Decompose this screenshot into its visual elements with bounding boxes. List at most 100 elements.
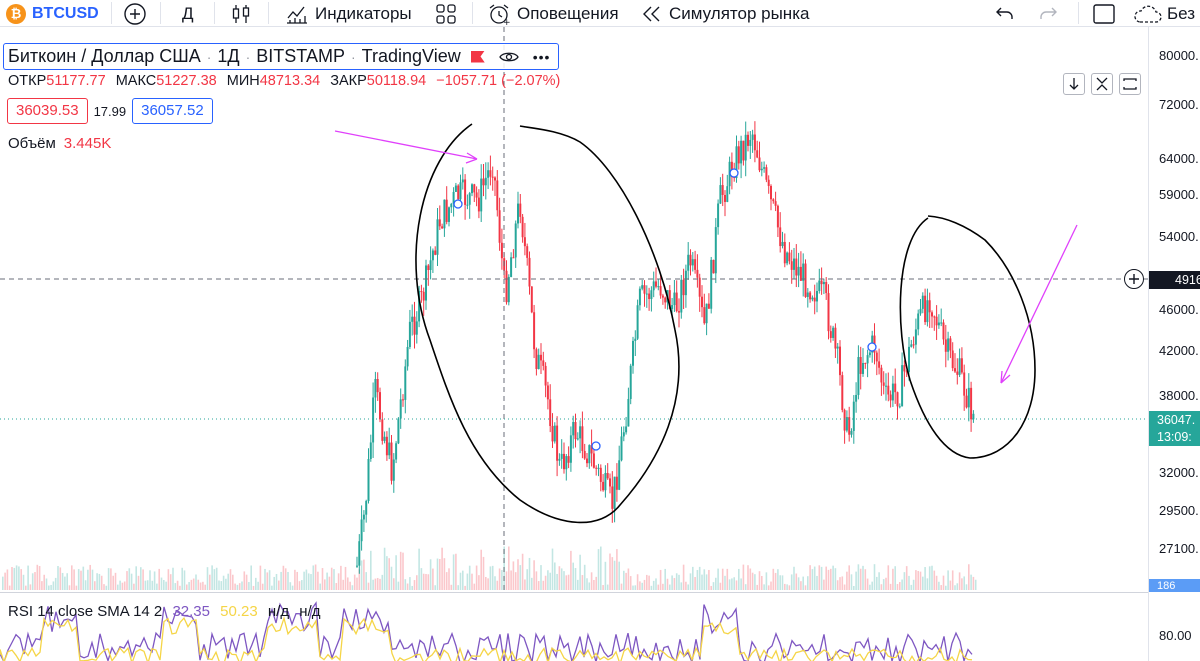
candle-body <box>825 281 828 294</box>
compare-button[interactable] <box>123 0 147 27</box>
candle-body <box>459 182 462 200</box>
maximize-pane-button[interactable] <box>1119 73 1141 95</box>
candle-body <box>420 291 423 293</box>
volume-bar <box>140 567 142 590</box>
fullscreen-button[interactable] <box>1092 0 1116 27</box>
volume-bar <box>89 564 91 590</box>
candle-body <box>581 426 584 451</box>
add-alert-plus-button[interactable] <box>1124 269 1144 289</box>
price-axis[interactable]: 80000. 72000. 64000. 59000. 54000. 4916 4… <box>1148 27 1200 661</box>
volume-bar <box>342 579 344 590</box>
volume-bar <box>963 576 965 590</box>
volume-bar <box>96 573 98 590</box>
volume-bar <box>307 573 310 590</box>
volume-bar <box>535 571 538 590</box>
main-chart-pane[interactable] <box>0 27 1148 592</box>
volume-bar <box>146 580 149 590</box>
volume-bar <box>885 577 887 590</box>
volume-bar <box>862 565 864 590</box>
candle-body <box>878 361 881 368</box>
sell-button[interactable]: 36039.53 <box>7 98 88 124</box>
volume-bar <box>220 581 223 590</box>
layouts-button[interactable] <box>435 0 457 27</box>
candle-body <box>512 257 515 259</box>
collapse-pane-button[interactable] <box>1091 73 1113 95</box>
candle-body <box>452 191 455 204</box>
volume-bar <box>961 578 963 590</box>
scroll-down-button[interactable] <box>1063 73 1085 95</box>
volume-bar <box>859 568 862 590</box>
volume-bar <box>370 550 372 590</box>
undo-button[interactable] <box>995 0 1015 27</box>
plus-icon <box>1129 274 1139 284</box>
candle-body <box>714 227 717 274</box>
candle-body <box>655 281 657 287</box>
candle-body <box>834 327 837 349</box>
volume-bar <box>549 572 551 590</box>
candle-body <box>788 252 791 262</box>
volume-bar <box>31 573 34 590</box>
candle-body <box>664 297 667 303</box>
alerts-button[interactable]: + Оповещения <box>487 0 619 27</box>
more-icon[interactable]: ••• <box>532 48 551 65</box>
volume-bar <box>646 574 648 590</box>
candle-body <box>599 467 602 482</box>
candle-body <box>636 305 639 339</box>
eye-icon[interactable] <box>498 50 519 64</box>
volume-bar <box>544 575 547 590</box>
volume-bar <box>351 585 354 590</box>
event-marker[interactable] <box>729 168 739 178</box>
close-value: 50118.94 <box>366 73 427 89</box>
legend-interval: 1Д <box>217 46 240 66</box>
volume-bar <box>91 569 94 590</box>
volume-bar <box>756 584 758 590</box>
volume-bar <box>52 581 55 590</box>
volume-bar <box>784 583 786 590</box>
event-marker[interactable] <box>867 342 877 352</box>
candle-body <box>857 356 860 395</box>
save-layout-button[interactable]: Без <box>1133 0 1195 27</box>
volume-bar <box>130 573 133 590</box>
volume-bar <box>360 560 363 590</box>
volume-bar <box>310 574 312 590</box>
candle-body <box>859 356 862 374</box>
event-marker[interactable] <box>591 441 601 451</box>
rsi-pane[interactable]: RSI 14 close SMA 14 2 32.35 50.23 н/д н/… <box>0 592 1148 661</box>
volume-bar <box>933 570 936 590</box>
volume-bar <box>597 549 600 590</box>
drawn-ellipse-left <box>415 123 680 524</box>
candle-body <box>521 216 524 238</box>
symbol-legend[interactable]: Биткоин / Доллар США · 1Д · BITSTAMP · T… <box>3 43 560 70</box>
indicators-button[interactable]: Индикаторы <box>285 0 412 27</box>
candle-body <box>415 321 418 335</box>
volume-bar <box>167 569 170 590</box>
volume-bar <box>940 585 942 590</box>
candle-body <box>949 338 952 351</box>
rsi-legend[interactable]: RSI 14 close SMA 14 2 32.35 50.23 н/д н/… <box>8 603 320 620</box>
redo-button[interactable] <box>1038 0 1058 27</box>
price-chart[interactable] <box>0 27 1148 592</box>
flag-icon[interactable] <box>470 50 485 63</box>
interval-button[interactable]: Д <box>182 0 194 27</box>
candle-body <box>544 365 547 386</box>
candle-body <box>530 286 533 313</box>
volume-legend[interactable]: Объём 3.445K <box>8 135 111 152</box>
volume-bar <box>740 578 742 590</box>
buy-button[interactable]: 36057.52 <box>132 98 213 124</box>
candle-body <box>935 316 938 326</box>
volume-bar <box>188 582 190 590</box>
volume-bar <box>841 576 844 590</box>
candle-body <box>763 167 766 169</box>
volume-bar <box>489 566 492 590</box>
volume-bar <box>328 576 331 590</box>
candle-body <box>411 316 414 322</box>
event-marker[interactable] <box>453 199 463 209</box>
volume-bar <box>846 571 848 590</box>
symbol-search-button[interactable]: ₿ BTCUSD <box>6 0 99 27</box>
chart-type-button[interactable] <box>231 0 251 27</box>
volume-bar <box>259 565 262 590</box>
replay-button[interactable]: Симулятор рынка <box>641 0 809 27</box>
candle-body <box>413 316 416 335</box>
bitcoin-icon: ₿ <box>6 3 26 24</box>
candle-body <box>615 476 618 490</box>
